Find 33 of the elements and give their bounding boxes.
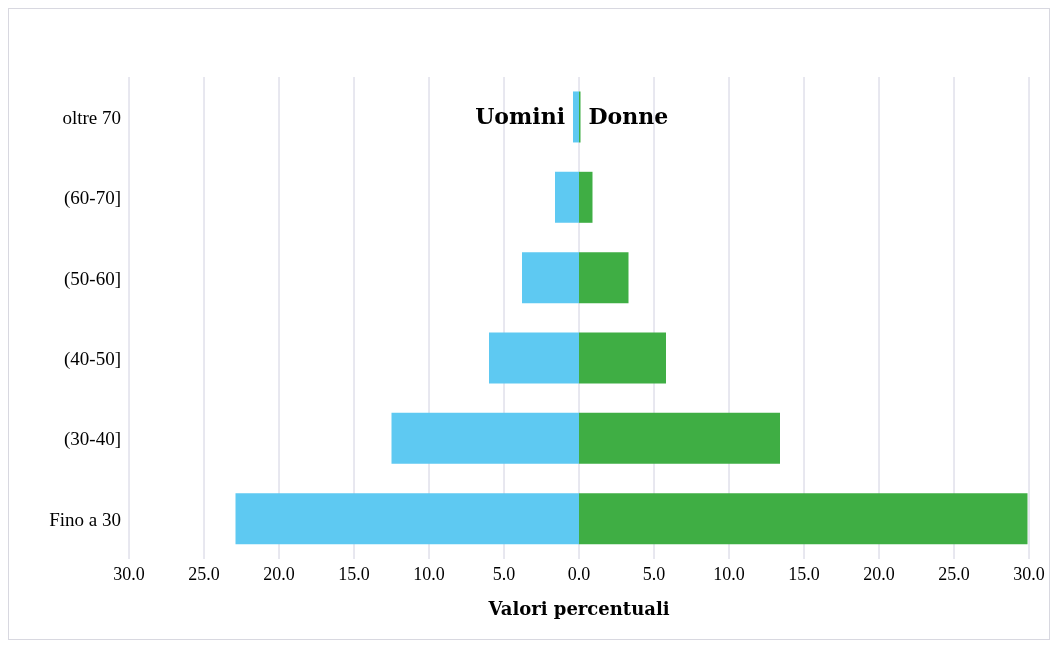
x-tick-label: 15.0 <box>788 563 820 584</box>
y-tick-label: (40-50] <box>64 347 121 370</box>
bar <box>235 493 579 545</box>
bar <box>579 493 1028 545</box>
y-tick-label: (30-40] <box>64 428 121 451</box>
x-tick-label: 10.0 <box>713 563 745 584</box>
bar <box>573 91 579 143</box>
x-tick-label: 5.0 <box>492 563 516 584</box>
x-tick-label: 25.0 <box>188 563 220 584</box>
y-tick-label: oltre 70 <box>62 106 121 128</box>
x-tick-label: 15.0 <box>338 563 370 584</box>
bar <box>579 412 780 464</box>
bar <box>489 332 579 384</box>
bar <box>555 171 579 223</box>
x-tick-label: 30.0 <box>1013 563 1045 584</box>
x-tick-label: 0.0 <box>567 563 591 584</box>
x-tick-label: 25.0 <box>938 563 970 584</box>
bar <box>579 252 629 304</box>
bar <box>391 412 579 464</box>
x-axis-title: Valori percentuali <box>487 598 670 619</box>
x-tick-label: 20.0 <box>263 563 295 584</box>
y-tick-label: Fino a 30 <box>49 508 121 530</box>
x-tick-label: 30.0 <box>113 563 145 584</box>
bar <box>522 252 579 304</box>
bar <box>579 332 666 384</box>
bar <box>579 171 593 223</box>
y-tick-label: (50-60] <box>64 267 121 290</box>
x-tick-label: 10.0 <box>413 563 445 584</box>
series-label: Uomini <box>475 103 565 129</box>
x-tick-label: 20.0 <box>863 563 895 584</box>
x-tick-label: 5.0 <box>642 563 666 584</box>
series-label: Donne <box>588 103 669 129</box>
y-tick-label: (60-70] <box>64 187 121 210</box>
